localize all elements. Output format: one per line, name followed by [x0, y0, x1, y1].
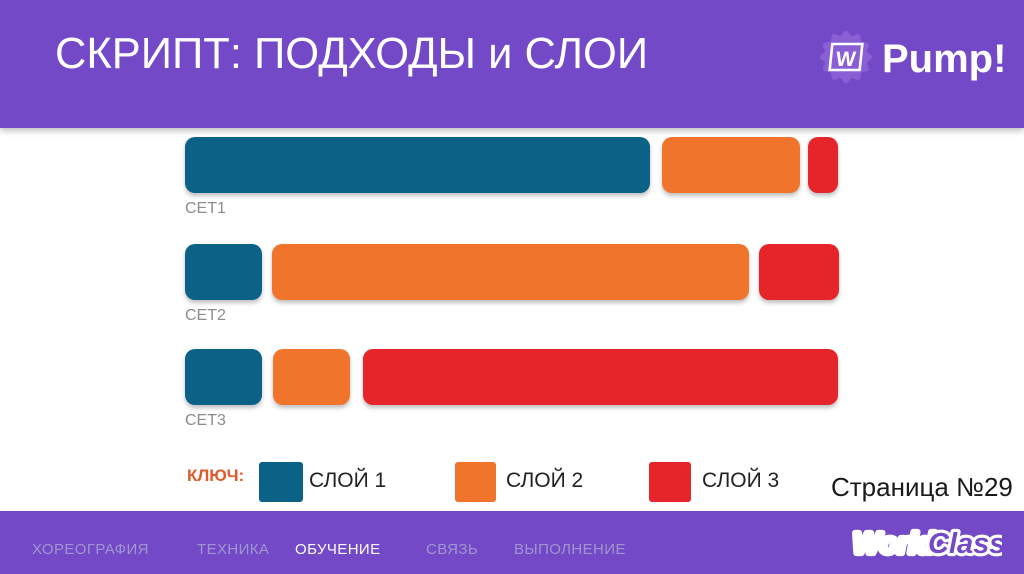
svg-text:W: W: [835, 48, 857, 71]
svg-text:Class: Class: [928, 528, 1002, 560]
svg-text:Pump!: Pump!: [882, 37, 1006, 81]
svg-text:World: World: [853, 528, 936, 560]
